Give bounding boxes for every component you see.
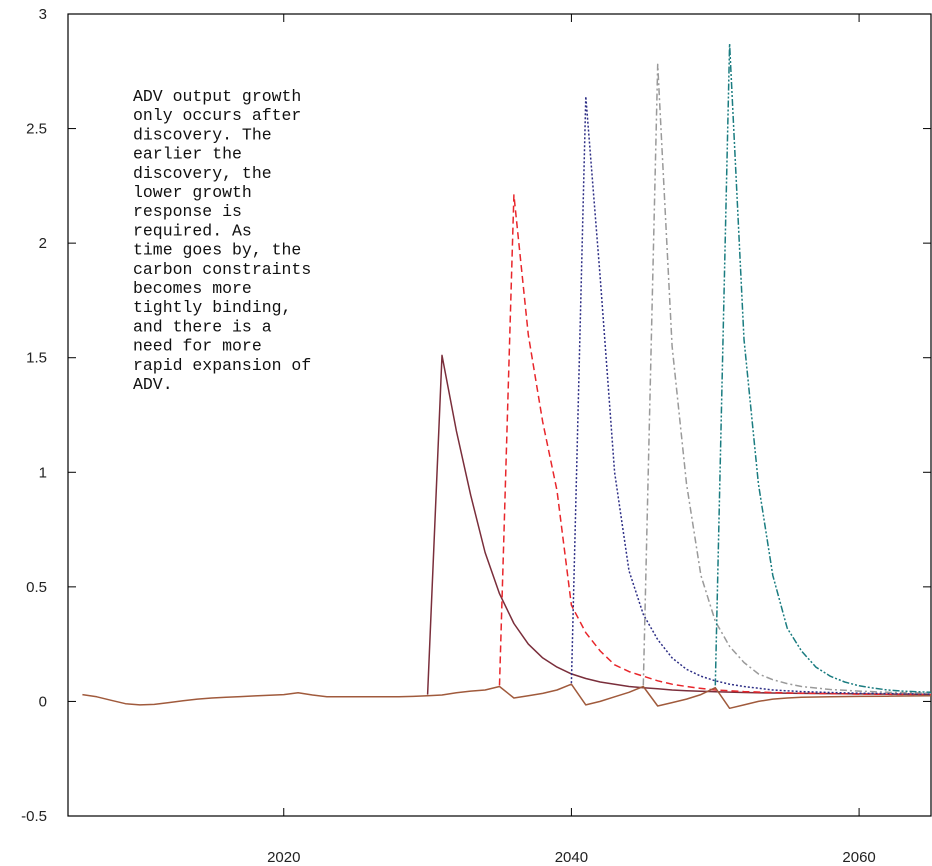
- annotation-line: need for more: [133, 337, 262, 356]
- plot-frame: [67, 13, 932, 817]
- annotation-line: becomes more: [133, 279, 252, 298]
- annotation-line: tightly binding,: [133, 298, 291, 317]
- plot-border: [67, 13, 932, 817]
- series-line-3: [570, 95, 932, 695]
- series-line-1: [426, 354, 931, 696]
- x-axis: 2020 2040 2060: [267, 14, 876, 866]
- annotation-line: discovery, the: [133, 164, 272, 183]
- series-line-4: [642, 63, 932, 694]
- y-tick-label: 2.5: [26, 121, 47, 138]
- x-tick-label: 2020: [267, 849, 300, 866]
- annotation-text: ADV output growth only occurs after discov…: [133, 87, 311, 394]
- series-line-6: [82, 683, 932, 710]
- y-tick-label: 0.5: [26, 579, 47, 596]
- annotation-line: required. As: [133, 221, 252, 240]
- y-tick-label: 1: [39, 464, 47, 481]
- annotation-line: rapid expansion of: [133, 356, 311, 375]
- annotation-line: and there is a: [133, 317, 272, 336]
- y-tick-label: -0.5: [21, 808, 47, 825]
- series-line-5: [714, 43, 932, 694]
- y-tick-label: 0: [39, 693, 47, 710]
- annotation-line: carbon constraints: [133, 260, 311, 279]
- x-tick-label: 2060: [842, 849, 875, 866]
- annotation-line: ADV output growth: [133, 87, 301, 106]
- series-line-2: [498, 194, 932, 696]
- annotation-line: response is: [133, 202, 242, 221]
- y-axis: -0.5 0 0.5 1 1.5 2 2.5 3: [21, 6, 931, 825]
- annotation-line: time goes by, the: [133, 241, 301, 260]
- annotation-line: earlier the: [133, 145, 242, 164]
- annotation-line: discovery. The: [133, 125, 272, 144]
- series-layer: [82, 43, 932, 710]
- y-tick-label: 1.5: [26, 350, 47, 367]
- x-tick-label: 2040: [555, 849, 588, 866]
- y-tick-label: 3: [39, 6, 47, 23]
- annotation-line: only occurs after: [133, 106, 301, 125]
- y-tick-label: 2: [39, 235, 47, 252]
- annotation-line: lower growth: [133, 183, 252, 202]
- annotation-line: ADV.: [133, 375, 173, 394]
